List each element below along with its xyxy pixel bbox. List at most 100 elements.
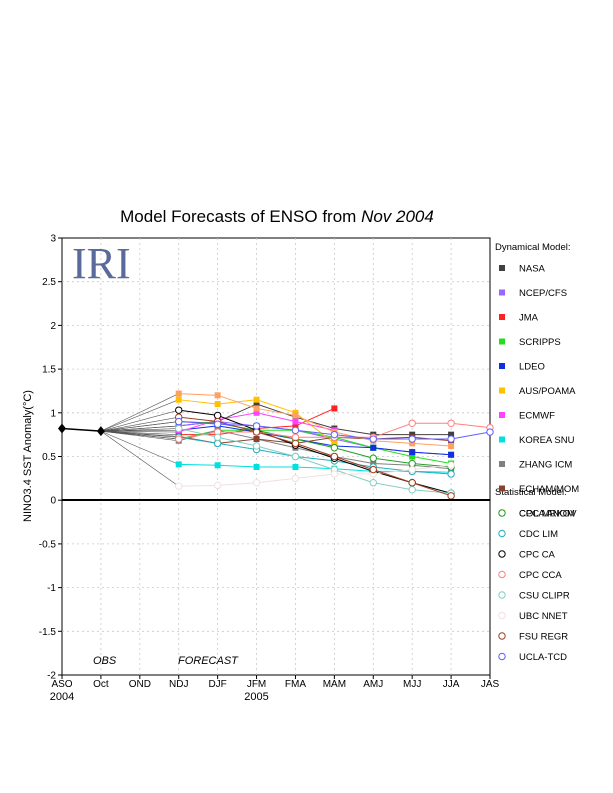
point-ubc-nnet [330, 470, 339, 478]
year-label: 2004 [50, 691, 74, 703]
point-cpc-cca [291, 433, 300, 441]
legend-swatch-ucla-tcd [498, 652, 506, 661]
point-fsu-regr [330, 452, 339, 461]
legend-swatch-korea-snu [499, 436, 505, 443]
point-csu-clipr [369, 479, 377, 487]
point-ucla-tcd [330, 430, 339, 439]
fan-line-ubc-nnet [100, 430, 179, 487]
point-korea-snu [253, 463, 260, 470]
observed-series [58, 423, 105, 437]
y-tick-label: -2 [47, 671, 56, 682]
iri-logo: IRI [72, 239, 131, 288]
series-line-csu-clipr [178, 428, 452, 494]
legend-label-ncep-cfs: NCEP/CFS [519, 288, 567, 299]
fan-line-fsu-regr [100, 416, 179, 432]
legend-swatch-cpc-ca [498, 550, 506, 558]
y-tick-label: 1.5 [42, 365, 56, 376]
point-cpc-ca [213, 411, 222, 420]
fan-line-cpc-cca [100, 430, 179, 440]
x-tick-label: JJA [443, 679, 460, 690]
point-ldeo [409, 449, 416, 456]
point-ubc-nnet [175, 482, 183, 490]
legend-swatch-ecmwf [499, 412, 505, 418]
point-csu-clipr [291, 452, 300, 461]
point-korea-snu [292, 463, 299, 470]
series-line-korea-snu [178, 463, 452, 473]
point-ldeo [370, 444, 377, 451]
point-aus-poama [175, 396, 182, 403]
plot-frame [61, 237, 491, 676]
point-korea-snu [214, 462, 221, 469]
legend-label-korea-snu: KOREA SNU [519, 435, 575, 446]
point-cola-anom [292, 412, 299, 419]
x-tick-label: MAM [323, 679, 346, 690]
point-cpc-mrkov [369, 454, 377, 462]
point-ucla-tcd [486, 428, 494, 436]
series-line-scripps [178, 429, 452, 464]
point-cola-anom [448, 443, 455, 450]
legend: Dynamical Model: Statistical Model: NASA… [495, 242, 579, 663]
point-cpc-cca [447, 419, 455, 427]
x-tick-label: MJJ [403, 679, 421, 690]
point-ubc-nnet [252, 479, 261, 487]
legend-swatch-cpc-cca [498, 570, 506, 579]
point-ecmwf [292, 418, 299, 425]
x-tick-label: Oct [93, 679, 109, 690]
point-ucla-tcd [291, 426, 300, 434]
point-csu-clipr [408, 486, 416, 494]
series-line-ldeo [178, 425, 452, 456]
point-ubc-nnet [447, 461, 455, 469]
point-echam-mom [253, 436, 260, 443]
legend-swatch-ubc-nnet [498, 611, 506, 620]
point-cdc-lim [447, 470, 455, 478]
legend-group-dynamical: Dynamical Model: [495, 242, 571, 253]
fan-line-ucla-tcd [100, 421, 179, 432]
legend-label-fsu-regr: FSU REGR [519, 632, 568, 643]
fan-line-cpc-ca [100, 409, 179, 432]
point-cola-anom [175, 390, 182, 397]
point-cpc-ca [175, 406, 183, 414]
point-fsu-regr [447, 492, 455, 500]
fan-line-ecmwf [100, 430, 179, 433]
model-series [100, 390, 494, 500]
chart-title: Model Forecasts of ENSO from Nov 2004 [120, 207, 434, 226]
fan-line-ncep-cfs [100, 425, 179, 432]
y-tick-label: 1 [50, 408, 56, 419]
x-tick-label: OND [129, 679, 151, 690]
legend-label-ldeo: LDEO [519, 362, 545, 373]
point-cola-anom [409, 440, 416, 447]
point-ecmwf [253, 409, 260, 416]
fan-line-korea-snu [100, 430, 179, 465]
series-line-cola-anom [178, 393, 452, 447]
point-jma [292, 422, 299, 429]
point-ucla-tcd [447, 435, 455, 443]
point-ucla-tcd [175, 417, 183, 426]
point-ubc-nnet [408, 465, 416, 474]
y-tick-label: 2 [50, 321, 56, 332]
legend-swatch-cdc-lim [498, 529, 506, 538]
y-axis-label: NINO3.4 SST Anomaly(°C) [22, 390, 34, 522]
legend-label-echam-mom: ECHAM/MOM [519, 484, 579, 495]
point-csu-clipr [252, 442, 261, 450]
legend-label-ucla-tcd: UCLA-TCD [519, 652, 567, 663]
point-cdc-lim [213, 439, 222, 448]
fan-line-csu-clipr [100, 428, 179, 432]
legend-swatch-nasa [499, 265, 505, 271]
legend-swatch-echam-mom [499, 485, 505, 492]
x-tick-label: FMA [285, 679, 306, 690]
point-ucla-tcd [408, 435, 416, 443]
legend-label-aus-poama: AUS/POAMA [519, 386, 576, 397]
x-tick-label: AMJ [363, 679, 383, 690]
point-fsu-regr [291, 439, 300, 448]
legend-label-ubc-nnet: UBC NNET [519, 611, 568, 622]
point-ucla-tcd [369, 435, 377, 443]
point-ucla-tcd [213, 420, 222, 428]
point-fsu-regr [252, 428, 261, 436]
y-tick-label: 0.5 [42, 452, 56, 463]
point-nasa [253, 401, 260, 408]
observed-point [96, 426, 105, 437]
point-cola-anom [253, 405, 260, 412]
point-aus-poama [331, 440, 338, 447]
legend-label-ecmwf: ECMWF [519, 411, 555, 422]
